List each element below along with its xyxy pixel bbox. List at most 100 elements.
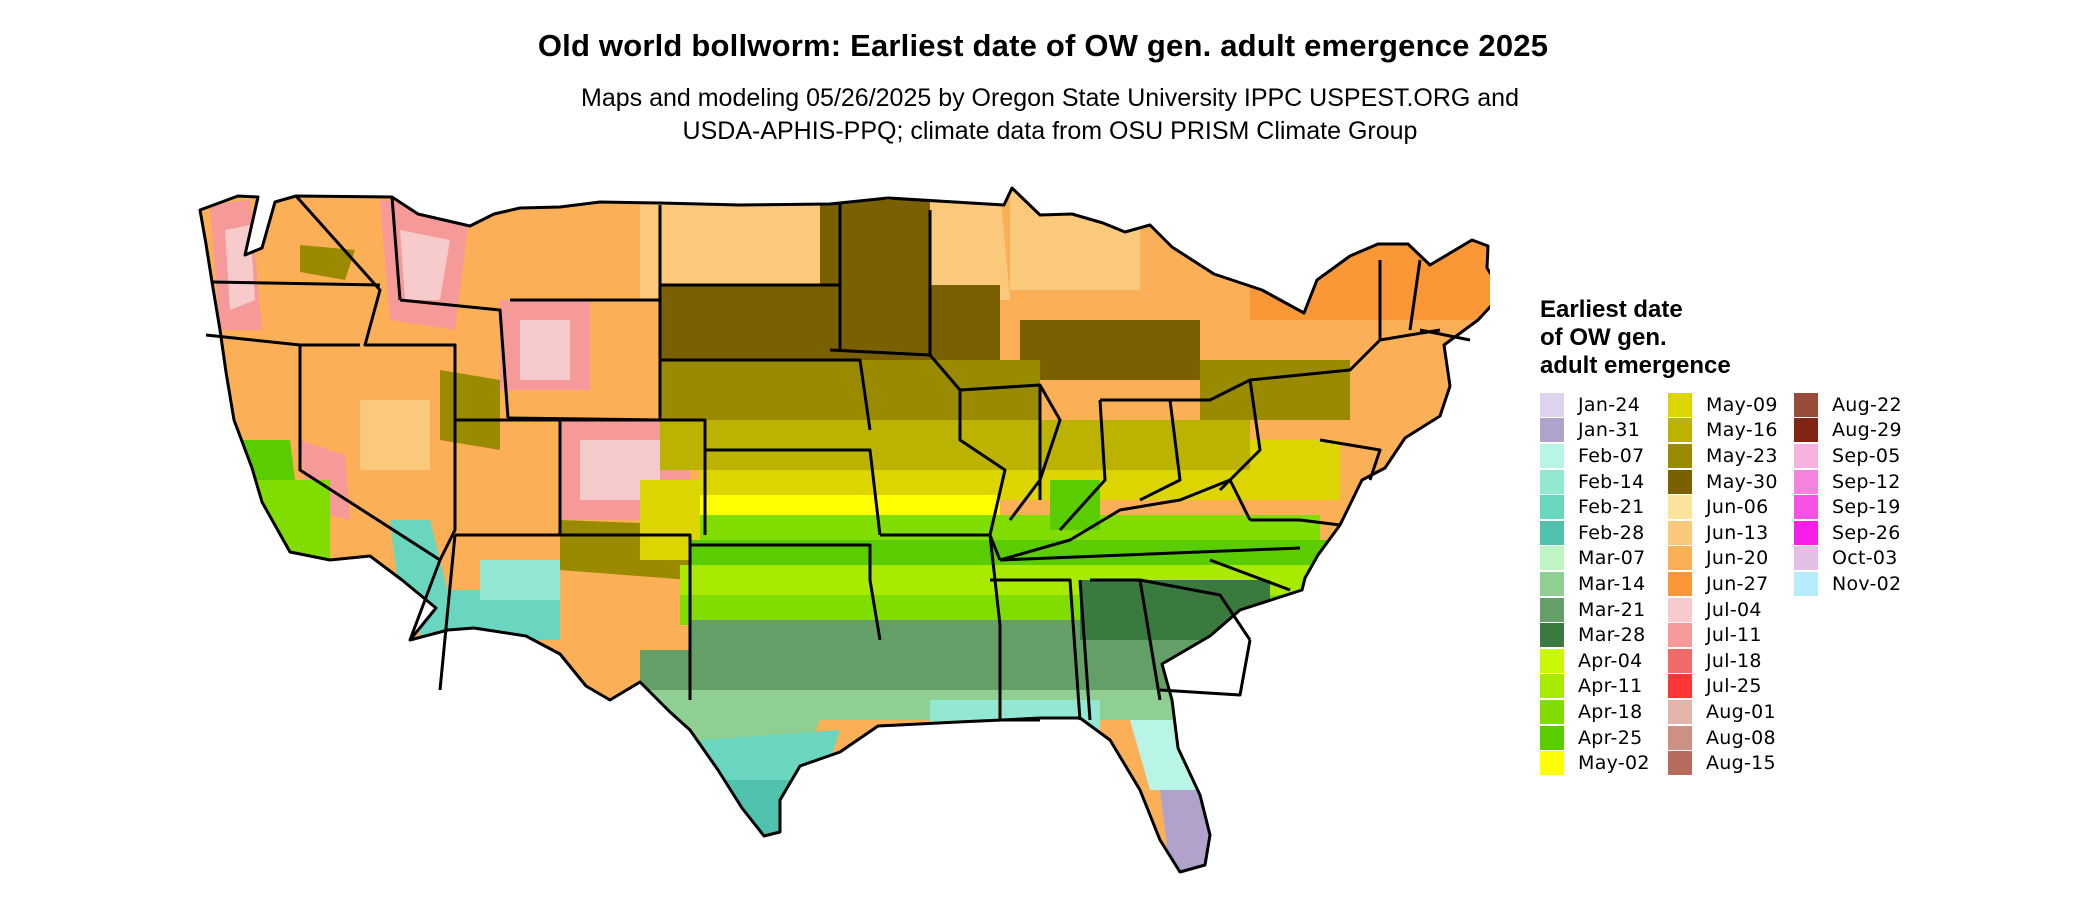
legend-label: May-23 (1706, 444, 1778, 467)
legend-column: May-09 May-16 May-23 May-30 Jun-06 Jun-13 Jun-… (1668, 392, 1794, 776)
legend-item: Sep-05 (1794, 443, 1924, 469)
legend-item: Aug-15 (1668, 750, 1794, 776)
legend-swatch (1540, 751, 1564, 776)
legend-label: Jul-11 (1706, 624, 1762, 647)
legend-title-line: adult emergence (1540, 352, 1731, 379)
legend-item: Mar-07 (1540, 546, 1668, 572)
legend-swatch (1540, 495, 1564, 520)
subtitle-line-2: USDA-APHIS-PPQ; climate data from OSU PR… (682, 117, 1418, 145)
legend-item: May-16 (1668, 418, 1794, 444)
legend-label: Apr-18 (1578, 700, 1643, 723)
legend-item: Jul-11 (1668, 622, 1794, 648)
legend-item: Mar-14 (1540, 571, 1668, 597)
legend-label: Nov-02 (1832, 572, 1902, 595)
legend-item: Jul-18 (1668, 648, 1794, 674)
legend-swatch (1794, 520, 1818, 545)
legend-label: Feb-14 (1578, 470, 1645, 493)
legend-item: May-30 (1668, 469, 1794, 495)
legend-label: Aug-29 (1832, 419, 1902, 442)
legend-label: Mar-07 (1578, 547, 1646, 570)
legend-item: Jul-04 (1668, 597, 1794, 623)
legend-swatch (1668, 495, 1692, 520)
legend-label: Sep-26 (1832, 521, 1901, 544)
legend-swatch (1668, 623, 1692, 648)
legend-label: Apr-25 (1578, 726, 1643, 749)
legend-swatch (1668, 469, 1692, 494)
legend-swatch (1540, 469, 1564, 494)
legend-item: Aug-08 (1668, 725, 1794, 751)
legend-swatch (1794, 571, 1818, 596)
legend-label: Jun-13 (1706, 521, 1769, 544)
legend-item: Jun-27 (1668, 571, 1794, 597)
legend-label: Sep-05 (1832, 444, 1901, 467)
legend-item: Feb-28 (1540, 520, 1668, 546)
legend-label: Mar-14 (1578, 572, 1646, 595)
legend-item: Nov-02 (1794, 571, 1924, 597)
legend-item: Mar-21 (1540, 597, 1668, 623)
legend-item: May-23 (1668, 443, 1794, 469)
legend-swatch (1540, 597, 1564, 622)
legend-item: Sep-26 (1794, 520, 1924, 546)
legend-label: Jul-25 (1706, 675, 1762, 698)
legend: Earliest date of OW gen. adult emergence… (1540, 296, 1924, 776)
legend-label: Mar-21 (1578, 598, 1646, 621)
legend-item: Apr-25 (1540, 725, 1668, 751)
legend-item: Sep-12 (1794, 469, 1924, 495)
legend-swatch (1794, 469, 1818, 494)
legend-item: Apr-18 (1540, 699, 1668, 725)
legend-item: May-09 (1668, 392, 1794, 418)
legend-swatch (1540, 520, 1564, 545)
legend-label: Jun-06 (1706, 496, 1769, 519)
legend-column: Aug-22 Aug-29 Sep-05 Sep-12 Sep-19 Sep-26 Oct-… (1794, 392, 1924, 776)
legend-item: Feb-21 (1540, 494, 1668, 520)
legend-label: Sep-12 (1832, 470, 1901, 493)
legend-item: Aug-01 (1668, 699, 1794, 725)
legend-swatch (1540, 392, 1564, 417)
legend-item: Jul-25 (1668, 674, 1794, 700)
legend-label: May-09 (1706, 393, 1778, 416)
legend-title-line: of OW gen. (1540, 324, 1667, 351)
legend-item: Feb-14 (1540, 469, 1668, 495)
legend-item: Aug-22 (1794, 392, 1924, 418)
legend-label: Feb-21 (1578, 496, 1645, 519)
us-emergence-map (190, 180, 1505, 892)
legend-item: Jun-13 (1668, 520, 1794, 546)
legend-item: Aug-29 (1794, 418, 1924, 444)
legend-label: Oct-03 (1832, 547, 1898, 570)
legend-column: Jan-24 Jan-31 Feb-07 Feb-14 Feb-21 Feb-28 Mar-… (1540, 392, 1668, 776)
legend-swatch (1540, 674, 1564, 699)
legend-swatch (1668, 699, 1692, 724)
legend-item: Jan-31 (1540, 418, 1668, 444)
legend-label: Aug-08 (1706, 726, 1776, 749)
legend-item: May-02 (1540, 750, 1668, 776)
legend-swatch (1794, 495, 1818, 520)
legend-label: May-16 (1706, 419, 1778, 442)
legend-swatch (1540, 443, 1564, 468)
legend-swatch (1668, 648, 1692, 673)
legend-label: Jan-24 (1578, 393, 1641, 416)
legend-item: Sep-19 (1794, 494, 1924, 520)
legend-swatch (1794, 443, 1818, 468)
legend-item: Feb-07 (1540, 443, 1668, 469)
legend-item: Jun-06 (1668, 494, 1794, 520)
legend-swatch (1668, 751, 1692, 776)
legend-entries: Jan-24 Jan-31 Feb-07 Feb-14 Feb-21 Feb-28 Mar-… (1540, 392, 1924, 776)
legend-item: Apr-04 (1540, 648, 1668, 674)
legend-label: Aug-15 (1706, 752, 1776, 775)
subtitle-line-1: Maps and modeling 05/26/2025 by Oregon S… (581, 84, 1519, 112)
legend-swatch (1668, 443, 1692, 468)
legend-swatch (1540, 699, 1564, 724)
map-title: Old world bollworm: Earliest date of OW … (537, 28, 1549, 63)
legend-item: Mar-28 (1540, 622, 1668, 648)
state-borders (198, 186, 1505, 874)
legend-label: Jan-31 (1578, 419, 1641, 442)
legend-label: Aug-22 (1832, 393, 1902, 416)
legend-swatch (1668, 392, 1692, 417)
legend-title-line: Earliest date (1540, 296, 1683, 323)
legend-label: May-02 (1578, 752, 1650, 775)
legend-label: Aug-01 (1706, 700, 1776, 723)
legend-item: Oct-03 (1794, 546, 1924, 572)
legend-label: Jun-20 (1706, 547, 1769, 570)
legend-swatch (1668, 520, 1692, 545)
legend-swatch (1540, 418, 1564, 443)
